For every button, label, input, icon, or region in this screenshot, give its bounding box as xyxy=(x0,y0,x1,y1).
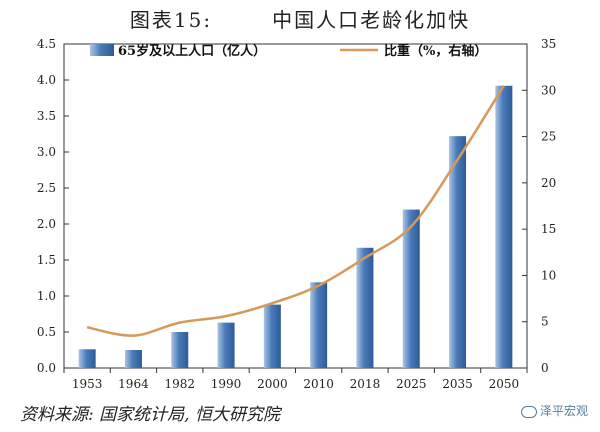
x-tick-label: 2035 xyxy=(442,377,473,391)
watermark-text: 泽平宏观 xyxy=(539,404,588,418)
y-tick-label: 1.5 xyxy=(37,253,56,267)
bar xyxy=(356,247,374,368)
wechat-icon xyxy=(520,405,537,418)
x-tick-label: 2025 xyxy=(396,377,427,391)
y-tick-label: 2.5 xyxy=(37,181,56,195)
bar xyxy=(402,209,420,368)
y-tick-label: 3.5 xyxy=(37,109,56,123)
y-tick-label: 4.0 xyxy=(37,73,56,87)
x-tick-label: 2018 xyxy=(350,377,381,391)
bar xyxy=(217,322,235,368)
x-tick-label: 1982 xyxy=(164,377,195,391)
bar xyxy=(310,282,328,368)
legend-line-label: 比重（%，右轴） xyxy=(384,43,487,59)
y2-tick-label: 5 xyxy=(541,315,549,329)
bar xyxy=(171,332,189,368)
y2-tick-label: 20 xyxy=(541,176,556,190)
chart-title: 图表15: 中国人口老龄化加快 xyxy=(0,4,600,33)
watermark: 泽平宏观 xyxy=(520,402,588,419)
x-tick-label: 1964 xyxy=(118,377,149,391)
bar xyxy=(495,85,513,368)
y-tick-label: 1.0 xyxy=(37,289,56,303)
legend-bar-swatch xyxy=(90,44,114,56)
source-note: 资料来源: 国家统计局, 恒大研究院 xyxy=(20,405,280,425)
x-tick-label: 2010 xyxy=(303,377,334,391)
y2-tick-label: 15 xyxy=(541,222,556,236)
bar xyxy=(78,349,96,368)
y2-tick-label: 0 xyxy=(541,361,549,375)
ratio-line xyxy=(86,84,505,337)
x-tick-label: 1953 xyxy=(72,377,103,391)
x-tick-label: 2050 xyxy=(489,377,520,391)
bar xyxy=(124,350,142,368)
y-tick-label: 0.5 xyxy=(37,325,56,339)
legend-bar-label: 65岁及以上人口（亿人） xyxy=(118,43,266,59)
x-tick-label: 1990 xyxy=(211,377,242,391)
chart-title-text: 中国人口老龄化加快 xyxy=(272,8,471,32)
y2-tick-label: 30 xyxy=(541,83,556,97)
bar xyxy=(449,136,467,368)
y-tick-label: 2.0 xyxy=(37,217,56,231)
x-tick-label: 2000 xyxy=(257,377,288,391)
y2-tick-label: 35 xyxy=(541,37,556,51)
y2-tick-label: 10 xyxy=(541,268,556,282)
y-tick-label: 0.0 xyxy=(37,361,56,375)
y-tick-label: 3.0 xyxy=(37,145,56,159)
figure-number: 图表15: xyxy=(129,8,213,32)
y2-tick-label: 25 xyxy=(541,130,556,144)
y-tick-label: 4.5 xyxy=(37,37,56,51)
bar xyxy=(263,304,281,368)
